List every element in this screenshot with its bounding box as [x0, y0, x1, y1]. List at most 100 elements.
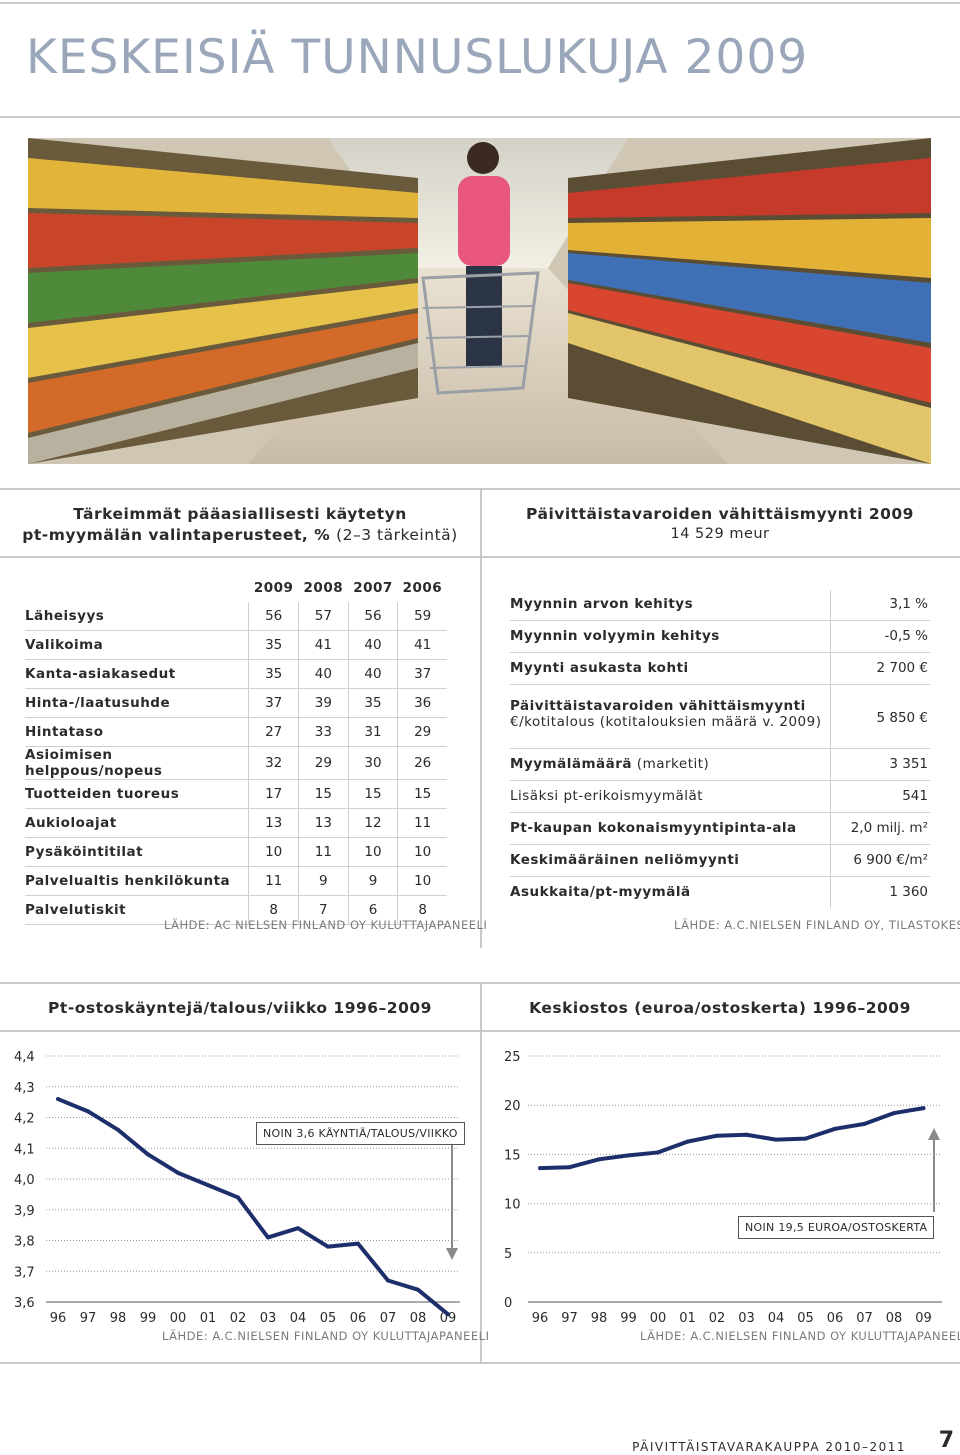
row-divider — [510, 652, 930, 653]
data-point — [892, 1111, 896, 1116]
criterion-label: Hintataso — [25, 717, 249, 747]
table-row: Aukioloajat 13 13 12 11 — [25, 808, 447, 838]
criterion-value: 56 — [347, 602, 398, 631]
metric-label: Päivittäistavaroiden vähittäismyynti €/ko… — [510, 698, 822, 730]
criterion-value: 40 — [347, 630, 398, 660]
table-row: Päivittäistavaroiden vähittäismyynti €/ko… — [510, 698, 930, 738]
x-tick-label: 06 — [827, 1311, 844, 1326]
table-row: Valikoima 35 41 40 41 — [25, 630, 447, 660]
metric-label-normal: (marketit) — [632, 756, 710, 772]
x-tick-label: 96 — [50, 1311, 67, 1326]
criterion-label: Pysäköintitilat — [25, 837, 249, 867]
table-row: Myynnin volyymin kehitys -0,5 % — [510, 628, 930, 646]
criterion-value: 15 — [298, 779, 349, 809]
x-tick-label: 01 — [200, 1311, 217, 1326]
criterion-value: 33 — [298, 717, 349, 747]
footer-publication: PÄIVITTÄISTAVARAKAUPPA 2010–2011 — [632, 1440, 906, 1454]
supermarket-photo — [28, 138, 931, 464]
criterion-label: Aukioloajat — [25, 808, 249, 838]
metric-value: 1 360 — [889, 884, 928, 900]
data-point — [862, 1121, 867, 1126]
table-row: Palvelutiskit 8 7 6 8 — [25, 895, 447, 925]
table-header-row: 2009 2008 2007 2006 — [25, 574, 447, 602]
y-tick-label: 10 — [504, 1198, 521, 1213]
page-title: KESKEISIÄ TUNNUSLUKUJA 2009 — [26, 30, 809, 85]
row-divider — [510, 748, 930, 749]
data-point — [236, 1195, 240, 1200]
criterion-value: 35 — [347, 688, 398, 718]
series-line — [539, 1106, 924, 1171]
data-point — [597, 1157, 601, 1162]
x-tick-label: 98 — [591, 1311, 608, 1326]
x-tick-label: 02 — [709, 1311, 726, 1326]
year-header: 2007 — [353, 580, 393, 596]
table-row: Keskimääräinen neliömyynti 6 900 €/m² — [510, 852, 930, 870]
metric-label: Myynnin arvon kehitys — [510, 596, 693, 612]
y-tick-label: 4,0 — [14, 1173, 35, 1188]
x-tick-label: 99 — [620, 1311, 637, 1326]
row-divider — [510, 780, 930, 781]
data-point — [266, 1235, 270, 1240]
data-point — [833, 1126, 837, 1131]
data-point — [176, 1170, 180, 1175]
left-table-source: LÄHDE: AC NIELSEN FINLAND OY KULUTTAJAPA… — [164, 918, 488, 932]
data-point — [685, 1139, 690, 1144]
table-row: Läheisyys 56 57 56 59 — [25, 602, 447, 631]
chart-rule-bottom — [0, 1362, 960, 1364]
row-divider — [510, 876, 930, 877]
top-rule — [0, 2, 960, 4]
left-heading-line2: pt-myymälän valintaperusteet, % — [22, 526, 331, 544]
criterion-value: 10 — [248, 837, 299, 867]
left-table-heading: Tärkeimmät pääasiallisesti käytetyn pt-m… — [0, 504, 480, 546]
criterion-value: 9 — [298, 866, 349, 896]
chart2-svg: 25 20 15 10 5 0 96 97 98 99 00 01 02 03 04 05 06 07 08 09 — [504, 1050, 942, 1326]
metric-label: Pt-kaupan kokonaismyyntipinta-ala — [510, 820, 797, 836]
criterion-label: Kanta-asiakasedut — [25, 659, 249, 689]
data-point — [86, 1109, 90, 1114]
table-row: Tuotteiden tuoreus 17 15 15 15 — [25, 779, 447, 809]
criterion-value: 12 — [347, 808, 398, 838]
x-tick-label: 97 — [561, 1311, 578, 1326]
table-row: Hintataso 27 33 31 29 — [25, 717, 447, 747]
x-tick-label: 05 — [797, 1311, 814, 1326]
x-tick-label: 09 — [915, 1311, 932, 1326]
right-table-subheading: 14 529 meur — [670, 526, 770, 542]
data-point — [715, 1133, 719, 1138]
criterion-value: 9 — [347, 866, 398, 896]
criterion-value: 15 — [347, 779, 398, 809]
right-table-source: LÄHDE: A.C.NIELSEN FINLAND OY, TILASTOKE… — [674, 918, 960, 932]
table-row: Palvelualtis henkilökunta 11 9 9 10 — [25, 866, 447, 896]
criterion-value: 27 — [248, 717, 299, 747]
metric-value: 5 850 € — [876, 710, 928, 726]
x-tick-label: 01 — [679, 1311, 696, 1326]
y-tick-label: 0 — [504, 1296, 512, 1311]
x-tick-label: 97 — [80, 1311, 97, 1326]
y-tick-label: 20 — [504, 1099, 521, 1114]
data-point — [774, 1137, 778, 1142]
metric-value: 3,1 % — [889, 596, 928, 612]
x-tick-label: 06 — [350, 1311, 367, 1326]
right-table-heading: Päivittäistavaroiden vähittäismyynti 200… — [526, 505, 914, 523]
metric-label-normal: €/kotitalous (kotitalouksien määrä v. 20… — [510, 714, 822, 730]
criterion-value: 7 — [298, 895, 349, 925]
metric-label: Keskimääräinen neliömyynti — [510, 852, 739, 868]
criterion-value: 26 — [397, 746, 447, 780]
x-tick-label: 09 — [440, 1311, 457, 1326]
criterion-value: 39 — [298, 688, 349, 718]
table-row: Pysäköintitilat 10 11 10 10 — [25, 837, 447, 867]
x-tick-label: 04 — [768, 1311, 785, 1326]
table-row: Myynnin arvon kehitys 3,1 % — [510, 596, 930, 614]
chart2-source: LÄHDE: A.C.NIELSEN FINLAND OY KULUTTAJAP… — [640, 1329, 960, 1343]
metric-value: 541 — [902, 788, 928, 804]
criterion-value: 15 — [397, 779, 447, 809]
chart1-source: LÄHDE: A.C.NIELSEN FINLAND OY KULUTTAJAP… — [162, 1329, 490, 1343]
data-point — [356, 1241, 360, 1246]
criterion-value: 56 — [248, 602, 299, 631]
data-point — [296, 1226, 300, 1231]
metric-label: Myynnin volyymin kehitys — [510, 628, 720, 644]
chart1-title: Pt-ostoskäyntejä/talous/viikko 1996–2009 — [48, 999, 432, 1017]
criterion-value: 29 — [397, 717, 447, 747]
criterion-value: 41 — [298, 630, 349, 660]
y-tick-label: 3,7 — [14, 1265, 35, 1280]
criterion-label: Hinta-/laatusuhde — [25, 688, 249, 718]
